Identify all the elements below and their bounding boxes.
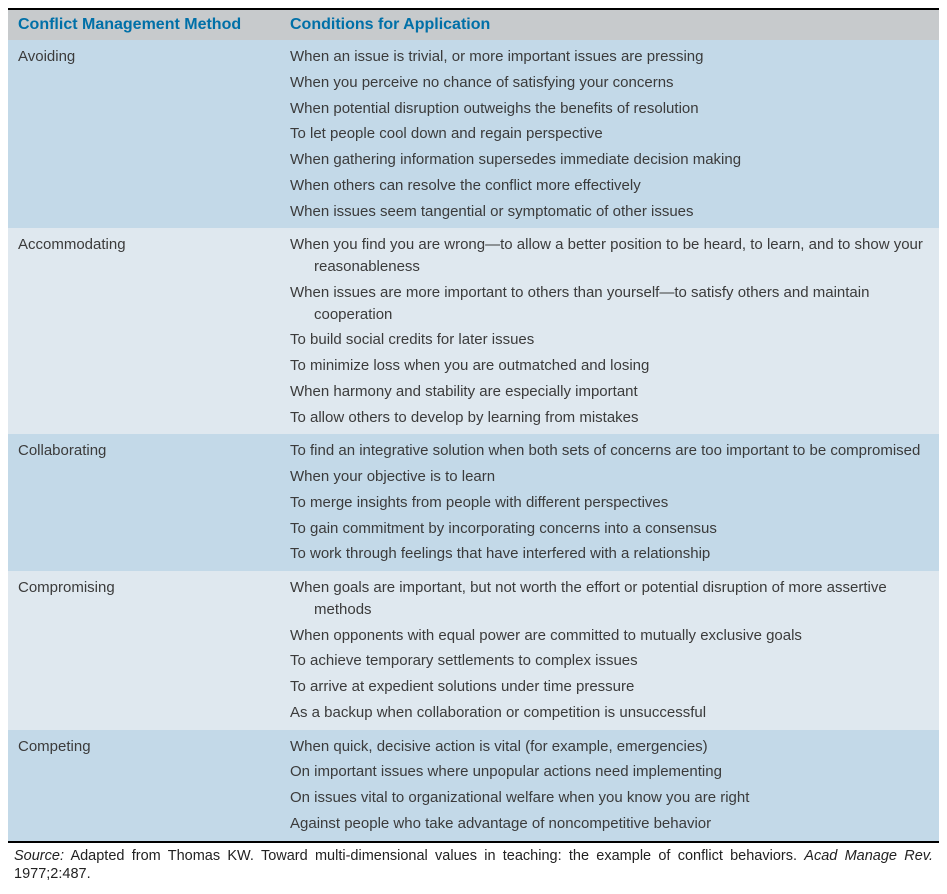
col-header-method: Conflict Management Method xyxy=(8,9,280,40)
condition-item: When issues seem tangential or symptomat… xyxy=(290,201,929,223)
source-row: Source: Adapted from Thomas KW. Toward m… xyxy=(8,842,939,887)
conditions-list: When goals are important, but not worth … xyxy=(290,577,929,724)
table-body: Avoiding When an issue is trivial, or mor… xyxy=(8,40,939,842)
conflict-methods-table: Conflict Management Method Conditions fo… xyxy=(8,8,939,886)
condition-item: When goals are important, but not worth … xyxy=(290,577,929,621)
source-text-before: Adapted from Thomas KW. Toward multi-dim… xyxy=(64,848,804,864)
table-row: CompromisingWhen goals are important, bu… xyxy=(8,571,939,730)
condition-item: When an issue is trivial, or more import… xyxy=(290,46,929,68)
method-cell: Avoiding xyxy=(8,40,280,228)
condition-item: To work through feelings that have inter… xyxy=(290,543,929,565)
conditions-cell: When you find you are wrong—to allow a b… xyxy=(280,228,939,434)
condition-item: To allow others to develop by learning f… xyxy=(290,407,929,429)
method-cell: Collaborating xyxy=(8,434,280,571)
table-header-row: Conflict Management Method Conditions fo… xyxy=(8,9,939,40)
table-row: Collaborating To find an integrative solu… xyxy=(8,434,939,571)
conditions-list: When quick, decisive action is vital (fo… xyxy=(290,736,929,835)
condition-item: To merge insights from people with diffe… xyxy=(290,492,929,514)
source-cell: Source: Adapted from Thomas KW. Toward m… xyxy=(8,842,939,887)
condition-item: When quick, decisive action is vital (fo… xyxy=(290,736,929,758)
conditions-cell: When goals are important, but not worth … xyxy=(280,571,939,730)
table-row: AccommodatingWhen you find you are wrong… xyxy=(8,228,939,434)
condition-item: On issues vital to organizational welfar… xyxy=(290,787,929,809)
condition-item: To find an integrative solution when bot… xyxy=(290,440,929,462)
conditions-list: When an issue is trivial, or more import… xyxy=(290,46,929,222)
conditions-list: To find an integrative solution when bot… xyxy=(290,440,929,565)
condition-item: To gain commitment by incorporating conc… xyxy=(290,518,929,540)
condition-item: When harmony and stability are especiall… xyxy=(290,381,929,403)
source-text-after: 1977;2:487. xyxy=(14,866,91,882)
condition-item: When issues are more important to others… xyxy=(290,282,929,326)
condition-item: When opponents with equal power are comm… xyxy=(290,625,929,647)
condition-item: When others can resolve the conflict mor… xyxy=(290,175,929,197)
col-header-conditions: Conditions for Application xyxy=(280,9,939,40)
condition-item: To let people cool down and regain persp… xyxy=(290,123,929,145)
method-cell: Compromising xyxy=(8,571,280,730)
method-cell: Accommodating xyxy=(8,228,280,434)
condition-item: To arrive at expedient solutions under t… xyxy=(290,676,929,698)
conditions-cell: When an issue is trivial, or more import… xyxy=(280,40,939,228)
condition-item: When you perceive no chance of satisfyin… xyxy=(290,72,929,94)
conditions-cell: When quick, decisive action is vital (fo… xyxy=(280,730,939,842)
method-cell: Competing xyxy=(8,730,280,842)
conditions-list: When you find you are wrong—to allow a b… xyxy=(290,234,929,428)
condition-item: When you find you are wrong—to allow a b… xyxy=(290,234,929,278)
condition-item: When gathering information supersedes im… xyxy=(290,149,929,171)
condition-item: As a backup when collaboration or compet… xyxy=(290,702,929,724)
condition-item: Against people who take advantage of non… xyxy=(290,813,929,835)
source-journal: Acad Manage Rev. xyxy=(804,848,933,864)
source-label: Source: xyxy=(14,848,64,864)
condition-item: To build social credits for later issues xyxy=(290,329,929,351)
condition-item: To minimize loss when you are outmatched… xyxy=(290,355,929,377)
table-row: Competing When quick, decisive action is … xyxy=(8,730,939,842)
conditions-cell: To find an integrative solution when bot… xyxy=(280,434,939,571)
condition-item: When potential disruption outweighs the … xyxy=(290,98,929,120)
condition-item: On important issues where unpopular acti… xyxy=(290,761,929,783)
table-row: Avoiding When an issue is trivial, or mor… xyxy=(8,40,939,228)
condition-item: To achieve temporary settlements to comp… xyxy=(290,650,929,672)
condition-item: When your objective is to learn xyxy=(290,466,929,488)
